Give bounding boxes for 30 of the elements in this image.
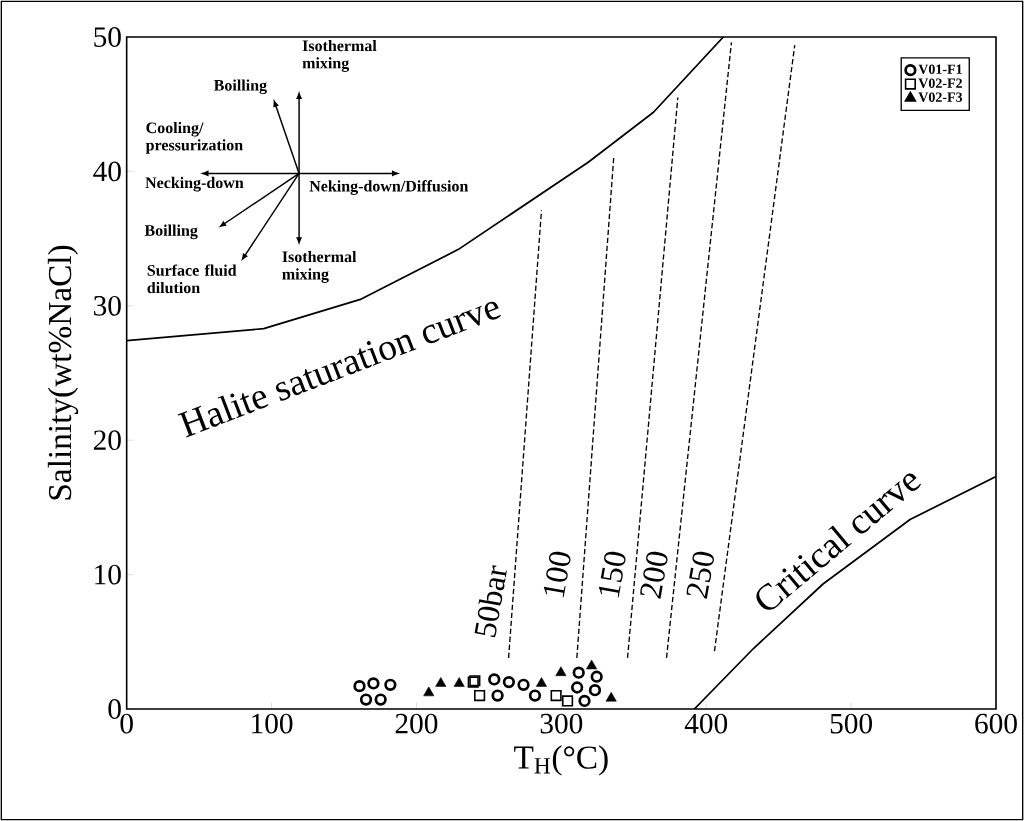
annotation: Boilling (144, 224, 198, 240)
annotation: Isothermal mixing (302, 39, 377, 72)
annotation: Isothermal mixing (282, 250, 357, 283)
y-tick-label: 40 (93, 161, 121, 182)
text: 150 (598, 551, 626, 598)
x-tick-label: 400 (684, 713, 728, 734)
x-tick-label: 200 (395, 713, 438, 734)
x-tick-label: 100 (252, 713, 293, 734)
annotation: Neking-down/Diffusion (309, 180, 469, 195)
annotation: Surface fluid dilution (147, 264, 237, 294)
y-tick-label: 10 (95, 564, 121, 585)
y-tick-label: 20 (93, 430, 121, 451)
y-tick-label: 0 (108, 699, 121, 719)
annotation: Cooling/ pressurization (145, 121, 243, 154)
x-axis-title: T$_{H}$(°C) (514, 745, 608, 776)
y-tick-label: 50 (94, 27, 121, 47)
x-tick-label: 300 (540, 713, 583, 734)
annotation: Boilling (213, 79, 267, 95)
x-tick-label: 600 (975, 713, 1017, 734)
legend-label: V02-F3 (918, 92, 963, 102)
y-axis-title: Salinity(wt%NaCl) (47, 245, 79, 500)
text: 200 (640, 551, 668, 599)
text: 50bar (474, 565, 507, 638)
x-tick-label: 500 (830, 713, 872, 734)
annotation: Necking-down (145, 176, 244, 192)
legend-label: V02-F2 (918, 78, 962, 88)
legend-label: V01-F1 (918, 64, 962, 74)
text: 100 (543, 551, 571, 598)
y-tick-label: 30 (94, 295, 121, 316)
text: 250 (686, 551, 714, 599)
